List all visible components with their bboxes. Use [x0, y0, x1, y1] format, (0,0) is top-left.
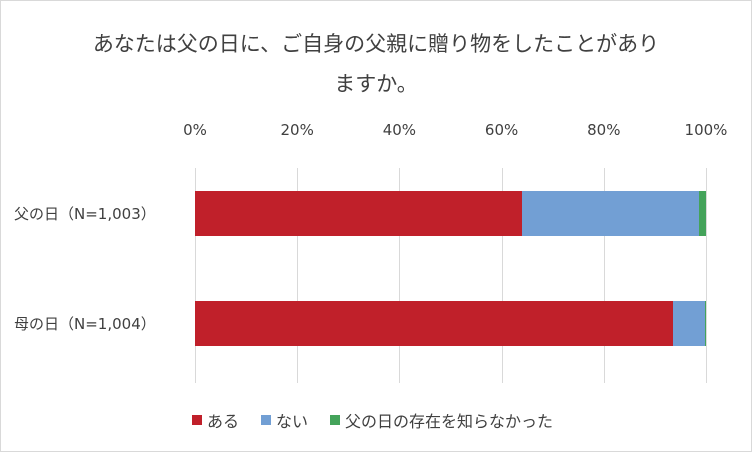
category-label: 父の日（N=1,003）	[14, 205, 156, 223]
chart-title-line-1: あなたは父の日に、ご自身の父親に贈り物をしたことがあり	[92, 32, 660, 56]
bar-segment	[705, 301, 706, 346]
bar-segment	[699, 191, 706, 236]
bar-segment	[673, 301, 706, 346]
chart-title-line-2: ますか。	[334, 72, 418, 96]
gridline	[195, 168, 196, 383]
legend-label: ある	[207, 412, 240, 431]
legend-swatch-icon	[192, 415, 202, 425]
x-tick-label: 20%	[280, 121, 314, 139]
x-tick-label: 60%	[484, 121, 519, 139]
legend-item: ない	[261, 408, 308, 432]
category-label: 母の日（N=1,004）	[14, 315, 156, 333]
legend-swatch-icon	[261, 415, 272, 425]
x-tick-label: 40%	[382, 121, 417, 139]
x-tick-label: 100%	[684, 121, 728, 139]
gridline	[706, 168, 707, 383]
gridline	[399, 168, 400, 383]
legend-item: 父の日の存在を知らなかった	[330, 408, 553, 432]
x-tick-label: 0%	[183, 121, 207, 139]
gridline	[297, 168, 298, 383]
x-tick-label: 80%	[587, 121, 621, 139]
legend-label: 父の日の存在を知らなかった	[345, 412, 554, 431]
gridline	[604, 168, 605, 383]
bar-segment	[195, 301, 674, 346]
bar-segment	[522, 191, 700, 236]
bar-segment	[195, 191, 523, 236]
legend: ある ない 父の日の存在を知らなかった	[192, 408, 575, 432]
legend-label: ない	[276, 412, 309, 431]
legend-swatch-icon	[330, 415, 341, 425]
gridline	[502, 168, 503, 383]
legend-item: ある	[192, 408, 239, 432]
